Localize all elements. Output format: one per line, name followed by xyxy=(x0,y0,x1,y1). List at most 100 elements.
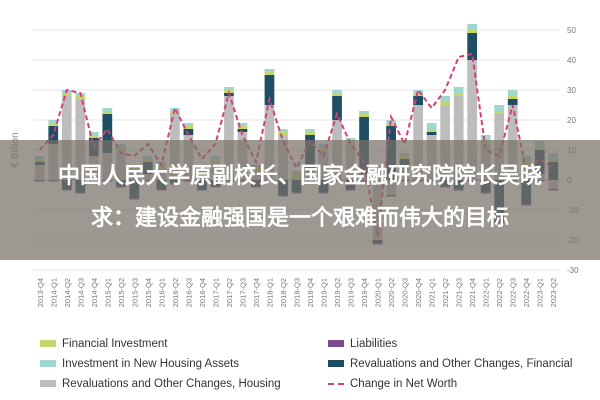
bar-segment xyxy=(264,75,275,105)
x-tick-label: 2022-Q1 xyxy=(482,278,491,307)
x-tick-label: 2014-Q1 xyxy=(49,278,58,307)
legend-label: Revaluations and Other Changes, Financia… xyxy=(350,358,573,370)
legend-revaluations-financial: Revaluations and Other Changes, Financia… xyxy=(328,358,572,370)
bar-segment xyxy=(102,114,113,153)
x-tick-label: 2021-Q3 xyxy=(455,278,464,307)
bar-segment xyxy=(359,111,369,114)
x-tick-label: 2015-Q4 xyxy=(144,278,153,307)
x-tick-label: 2018-Q1 xyxy=(265,278,274,307)
bar-segment xyxy=(75,99,86,180)
bar-segment xyxy=(332,90,342,93)
bar-segment xyxy=(413,90,423,93)
bar-segment xyxy=(359,114,369,117)
bar-segment xyxy=(102,111,113,114)
x-tick-label: 2018-Q3 xyxy=(293,278,302,307)
legend-swatch xyxy=(40,360,56,368)
bar-segment xyxy=(440,96,451,102)
bar-segment xyxy=(453,87,464,93)
bar-segment xyxy=(48,120,59,123)
x-tick-label: 2015-Q3 xyxy=(130,278,139,307)
legend-liabilities: Liabilities xyxy=(328,338,397,350)
x-tick-label: 2019-Q2 xyxy=(333,278,342,307)
x-axis-ticks: 2013-Q4 2014-Q1 2014-Q2 2014-Q3 2014-Q4 2015-… xyxy=(36,278,558,307)
x-tick-label: 2014-Q4 xyxy=(90,278,99,307)
x-tick-label: 2022-Q3 xyxy=(509,278,518,307)
bar-segment xyxy=(264,72,275,75)
bar-segment xyxy=(224,87,234,90)
legend-dash xyxy=(328,382,344,385)
bar-segment xyxy=(467,24,478,30)
legend-housing-investment: Investment in New Housing Assets xyxy=(40,358,239,370)
x-tick-label: 2018-Q2 xyxy=(279,278,288,307)
bar-segment xyxy=(305,132,315,135)
x-tick-label: 2019-Q1 xyxy=(320,278,329,307)
bar-segment xyxy=(426,132,437,135)
y-tick-label: 30 xyxy=(567,86,576,95)
bar-segment xyxy=(413,93,423,96)
legend-swatch xyxy=(328,340,344,348)
x-tick-label: 2021-Q2 xyxy=(441,278,450,307)
bar-segment xyxy=(224,96,234,180)
x-tick-label: 2016-Q1 xyxy=(157,278,166,307)
x-tick-label: 2019-Q4 xyxy=(360,278,369,307)
y-tick-label: 50 xyxy=(567,26,576,35)
net-worth-line xyxy=(39,52,554,238)
y-tick-label: 20 xyxy=(567,116,576,125)
legend: Financial Investment Liabilities Investm… xyxy=(0,330,600,400)
bar-segment xyxy=(467,60,478,180)
x-tick-label: 2022-Q2 xyxy=(495,278,504,307)
bar-segment xyxy=(237,123,248,126)
bar-segment xyxy=(440,102,451,105)
bar-segment xyxy=(102,108,113,111)
bar-segment xyxy=(453,93,464,96)
x-tick-label: 2023-Q1 xyxy=(536,278,545,307)
bar-segment xyxy=(48,123,59,126)
bar-segment xyxy=(88,135,99,138)
bar-segment xyxy=(453,96,464,180)
x-tick-label: 2020-Q3 xyxy=(401,278,410,307)
bar-segment xyxy=(426,123,437,129)
bar-segment xyxy=(332,93,342,96)
bar-segment xyxy=(278,132,288,135)
headline-line-1: 中国人民大学原副校长、国家金融研究院院长吴晓 xyxy=(57,164,542,189)
bar-segment xyxy=(507,96,518,99)
bar-segment xyxy=(345,138,356,141)
x-tick-label: 2021-Q1 xyxy=(428,278,437,307)
bar-segment xyxy=(88,132,99,135)
x-tick-label: 2017-Q1 xyxy=(211,278,220,307)
bar-segment xyxy=(237,126,248,129)
x-tick-label: 2022-Q4 xyxy=(522,278,531,307)
bar-segment xyxy=(183,129,194,135)
x-tick-label: 2016-Q3 xyxy=(184,278,193,307)
headline-line-2: 求：建设金融强国是一个艰难而伟大的目标 xyxy=(90,206,509,231)
bar-segment xyxy=(494,105,505,111)
legend-label: Revaluations and Other Changes, Housing xyxy=(62,378,281,390)
bar-segment xyxy=(278,129,288,132)
x-tick-label: 2016-Q2 xyxy=(171,278,180,307)
bar-segment xyxy=(507,99,518,105)
bar-segment xyxy=(507,90,518,96)
net-worth-series-line xyxy=(39,52,554,238)
x-tick-label: 2023-Q2 xyxy=(549,278,558,307)
x-tick-label: 2014-Q2 xyxy=(63,278,72,307)
bar-segment xyxy=(61,96,72,180)
bar-segment xyxy=(413,96,423,105)
x-tick-label: 2017-Q2 xyxy=(225,278,234,307)
x-tick-label: 2020-Q2 xyxy=(387,278,396,307)
x-tick-label: 2017-Q4 xyxy=(252,278,261,307)
bar-segment xyxy=(426,129,437,132)
bar-segment xyxy=(183,126,194,129)
legend-label: Liabilities xyxy=(350,338,398,350)
bar-segment xyxy=(183,123,194,126)
legend-label: Investment in New Housing Assets xyxy=(62,358,240,370)
y-tick-label: 40 xyxy=(567,56,576,65)
x-tick-label: 2020-Q1 xyxy=(374,278,383,307)
legend-label: Change in Net Worth xyxy=(350,378,458,390)
x-tick-label: 2014-Q3 xyxy=(76,278,85,307)
bar-segment xyxy=(332,96,342,120)
legend-revaluations-housing: Revaluations and Other Changes, Housing xyxy=(40,378,281,390)
legend-label: Financial Investment xyxy=(62,338,168,350)
headline-overlay: 中国人民大学原副校长、国家金融研究院院长吴晓 求：建设金融强国是一个艰难而伟大的… xyxy=(0,140,600,260)
x-tick-label: 2021-Q4 xyxy=(468,278,477,307)
bar-segment xyxy=(305,129,315,132)
